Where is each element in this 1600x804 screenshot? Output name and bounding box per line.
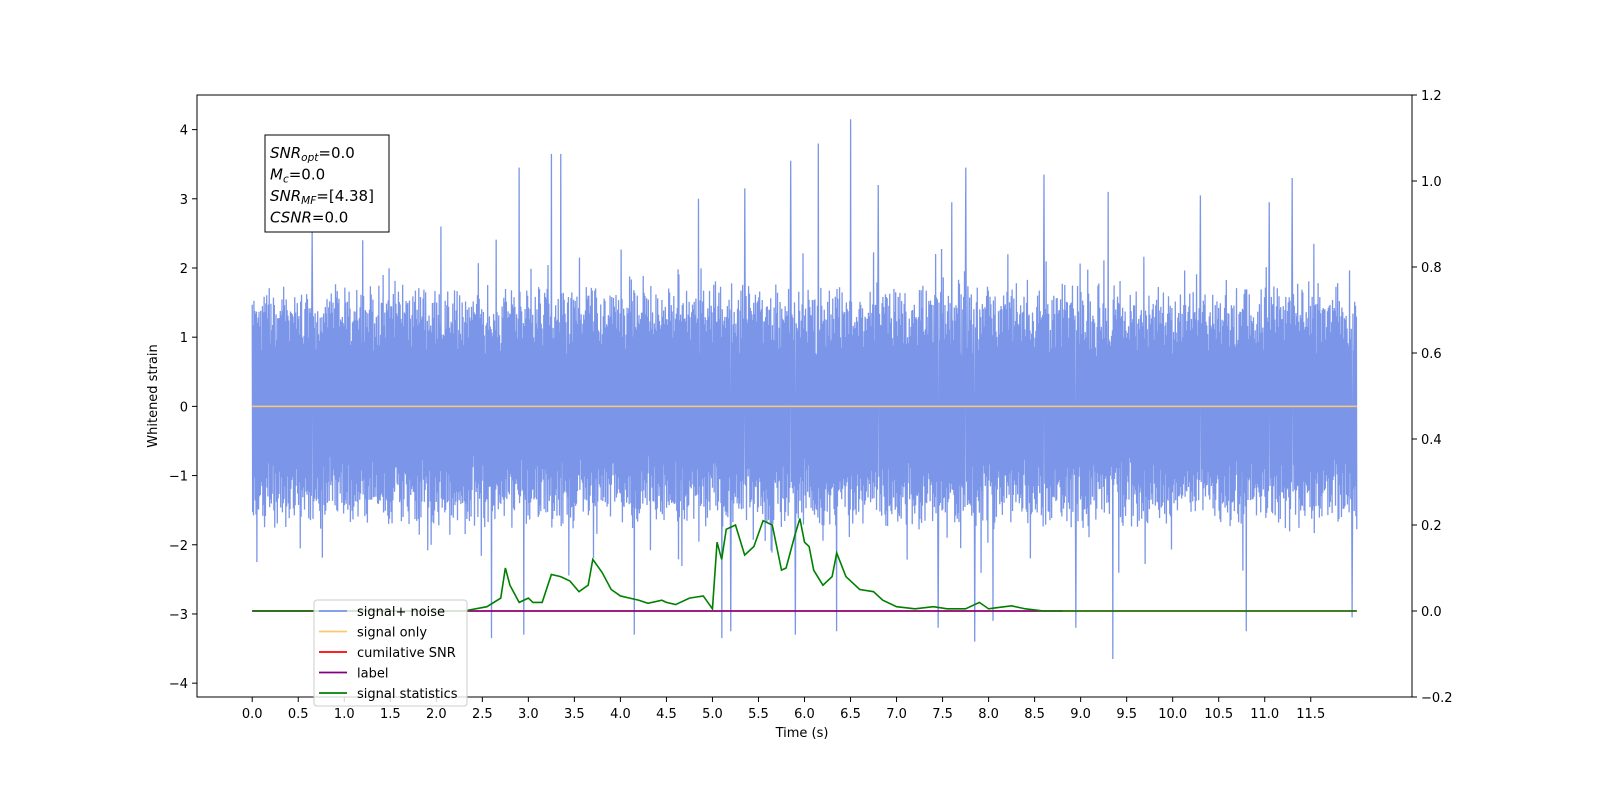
x-tick-label: 8.5 bbox=[1024, 707, 1045, 722]
y2-tick-label: 0.0 bbox=[1421, 605, 1442, 620]
y2-tick-label: 0.8 bbox=[1421, 261, 1442, 276]
x-tick-label: 4.5 bbox=[656, 707, 677, 722]
y-axis-label: Whitened strain bbox=[146, 344, 161, 447]
x-tick-label: 5.0 bbox=[702, 707, 723, 722]
x-tick-label: 0.5 bbox=[288, 707, 309, 722]
x-tick-label: 4.0 bbox=[610, 707, 631, 722]
legend-label: signal only bbox=[357, 626, 427, 641]
x-tick-label: 2.5 bbox=[472, 707, 493, 722]
y2-tick-label: 0.6 bbox=[1421, 347, 1442, 362]
x-tick-label: 6.5 bbox=[840, 707, 861, 722]
y2-tick-label: 1.0 bbox=[1421, 175, 1442, 190]
legend-frame bbox=[313, 599, 468, 707]
y-tick-label: −1 bbox=[169, 470, 188, 485]
x-tick-label: 0.0 bbox=[242, 707, 263, 722]
annotation-line: CSNR=0.0 bbox=[270, 209, 348, 227]
y2-tick-label: 1.2 bbox=[1421, 89, 1442, 104]
x-tick-label: 3.0 bbox=[518, 707, 539, 722]
legend-label: cumilative SNR bbox=[357, 646, 456, 661]
x-tick-label: 5.5 bbox=[748, 707, 769, 722]
x-tick-label: 11.0 bbox=[1250, 707, 1279, 722]
annotation-frame bbox=[264, 134, 390, 233]
x-tick-label: 8.0 bbox=[978, 707, 999, 722]
x-tick-label: 11.5 bbox=[1296, 707, 1325, 722]
series-signal-noise bbox=[251, 119, 1358, 659]
x-tick-label: 6.0 bbox=[794, 707, 815, 722]
y-tick-label: −4 bbox=[169, 677, 188, 692]
x-tick-label: 10.5 bbox=[1204, 707, 1233, 722]
legend: signal+ noise signal only cumilative SNR la… bbox=[313, 599, 468, 707]
y2-tick-label: 0.4 bbox=[1421, 433, 1442, 448]
x-tick-label: 7.0 bbox=[886, 707, 907, 722]
y-tick-label: 4 bbox=[180, 124, 188, 139]
y-tick-label: 1 bbox=[180, 331, 188, 346]
x-tick-label: 2.0 bbox=[426, 707, 447, 722]
y-tick-label: −2 bbox=[169, 539, 188, 554]
x-tick-label: 9.0 bbox=[1070, 707, 1091, 722]
annotation-line: SNRopt=0.0 bbox=[270, 144, 355, 164]
x-axis: 0.0 0.5 1.0 1.5 2.0 2.5 3.0 3.5 4.0 4.5 5.0 5.5 6.0 6… bbox=[242, 697, 1325, 722]
x-tick-label: 9.5 bbox=[1116, 707, 1137, 722]
x-tick-label: 1.5 bbox=[380, 707, 401, 722]
y-axis-right: −0.2 0.0 0.2 0.4 0.6 0.8 1.0 1.2 bbox=[1412, 89, 1453, 706]
legend-label: label bbox=[357, 667, 388, 682]
y2-tick-label: 0.2 bbox=[1421, 519, 1442, 534]
x-tick-label: 7.5 bbox=[932, 707, 953, 722]
y-tick-label: −3 bbox=[169, 608, 188, 623]
y-tick-label: 3 bbox=[180, 193, 188, 208]
y-tick-label: 0 bbox=[180, 400, 188, 415]
annotation-line: SNRMF=[4.38] bbox=[270, 187, 374, 207]
y-tick-label: 2 bbox=[180, 262, 188, 277]
x-tick-label: 3.5 bbox=[564, 707, 585, 722]
series-layer bbox=[251, 119, 1358, 659]
annotation-line: Mc=0.0 bbox=[270, 166, 325, 186]
series-signal-statistics bbox=[252, 518, 1357, 612]
y2-tick-label: −0.2 bbox=[1421, 691, 1453, 706]
y-axis-left: −4 −3 −2 −1 0 1 2 3 4 bbox=[169, 124, 197, 692]
x-axis-label: Time (s) bbox=[775, 726, 829, 741]
x-tick-label: 10.0 bbox=[1158, 707, 1187, 722]
x-tick-label: 1.0 bbox=[334, 707, 355, 722]
legend-label: signal statistics bbox=[357, 687, 458, 702]
legend-label: signal+ noise bbox=[357, 605, 445, 620]
